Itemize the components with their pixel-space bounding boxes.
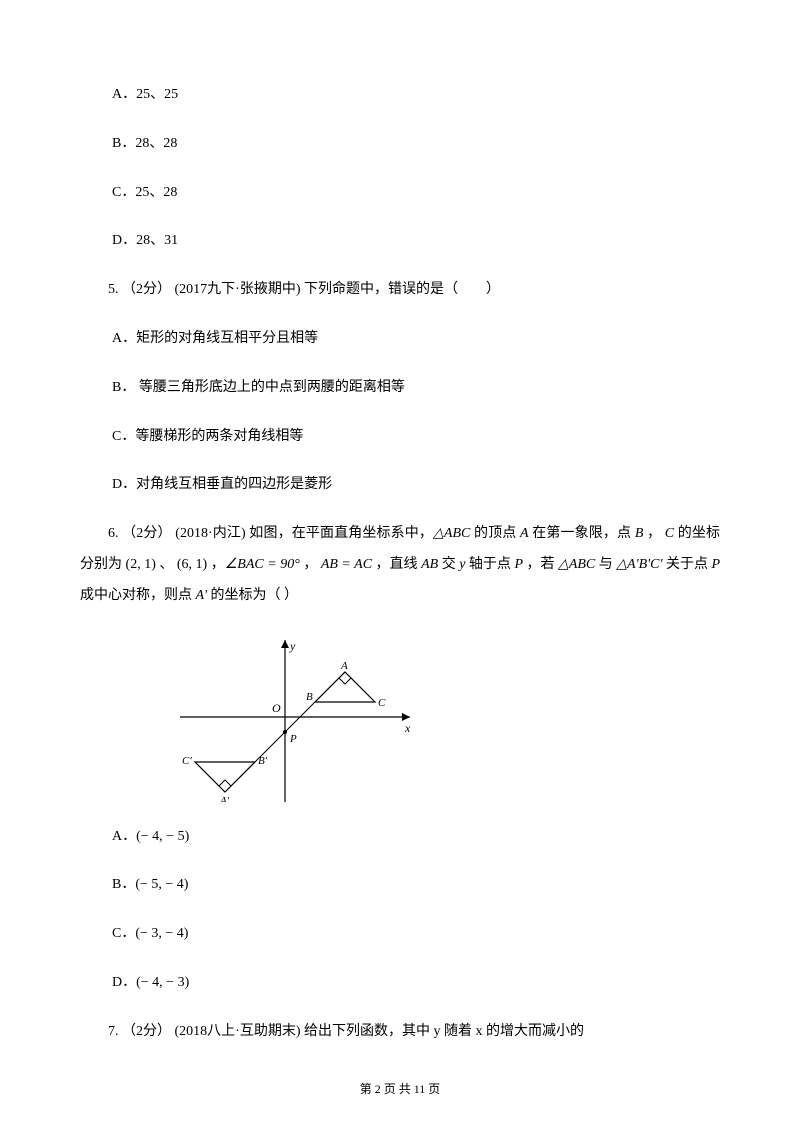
q5-option-d: D．对角线互相垂直的四边形是菱形 bbox=[112, 470, 720, 501]
svg-text:B: B bbox=[306, 691, 313, 703]
page-footer: 第 2 页 共 11 页 bbox=[0, 1076, 800, 1102]
option-label: A bbox=[112, 87, 122, 102]
q5-option-c: C．等腰梯形的两条对角线相等 bbox=[112, 422, 720, 453]
svg-text:A': A' bbox=[219, 795, 230, 802]
svg-text:x: x bbox=[404, 721, 411, 735]
q6-diagram: O y x A B C P A' B' C' bbox=[180, 632, 720, 802]
coord-c: (6, 1) bbox=[177, 557, 207, 572]
svg-text:C': C' bbox=[182, 755, 192, 767]
svg-text:A: A bbox=[340, 660, 348, 672]
svg-text:y: y bbox=[289, 639, 296, 653]
option-label: D bbox=[112, 233, 122, 248]
q4-option-a: A．25、25 bbox=[112, 80, 720, 111]
angle-bac: ∠BAC = 90° bbox=[225, 557, 300, 572]
coordinate-diagram: O y x A B C P A' B' C' bbox=[180, 632, 420, 802]
option-label: B bbox=[112, 136, 121, 151]
triangle-abc: △ABC bbox=[433, 526, 470, 541]
svg-text:P: P bbox=[289, 733, 297, 745]
option-text: 25、25 bbox=[136, 87, 178, 102]
q5-stem: 5. （2分） (2017九下·张掖期中) 下列命题中，错误的是（ ） bbox=[80, 275, 720, 306]
svg-text:C: C bbox=[378, 697, 386, 709]
q6-option-d: D．(− 4, − 3) bbox=[112, 968, 720, 999]
svg-text:B': B' bbox=[258, 755, 268, 767]
svg-text:O: O bbox=[272, 701, 281, 715]
option-text: 28、28 bbox=[135, 136, 177, 151]
option-text: 28、31 bbox=[136, 233, 178, 248]
coord-b: (2, 1) bbox=[126, 557, 156, 572]
q7-stem: 7. （2分） (2018八上·互助期末) 给出下列函数，其中 y 随着 x 的… bbox=[80, 1017, 720, 1048]
q4-option-b: B．28、28 bbox=[112, 129, 720, 160]
q4-option-c: C．25、28 bbox=[112, 178, 720, 209]
q6-option-a: A．(− 4, − 5) bbox=[112, 822, 720, 853]
q5-option-a: A．矩形的对角线互相平分且相等 bbox=[112, 324, 720, 355]
q6-option-b: B．(− 5, − 4) bbox=[112, 870, 720, 901]
q6-option-c: C．(− 3, − 4) bbox=[112, 919, 720, 950]
q5-option-b: B． 等腰三角形底边上的中点到两腰的距离相等 bbox=[112, 373, 720, 404]
q6-stem: 6. （2分） (2018·内江) 如图，在平面直角坐标系中，△ABC 的顶点 … bbox=[80, 519, 720, 611]
ab-eq-ac: AB = AC bbox=[321, 557, 372, 572]
option-text: 25、28 bbox=[135, 185, 177, 200]
q4-option-d: D．28、31 bbox=[112, 226, 720, 257]
option-label: C bbox=[112, 185, 121, 200]
